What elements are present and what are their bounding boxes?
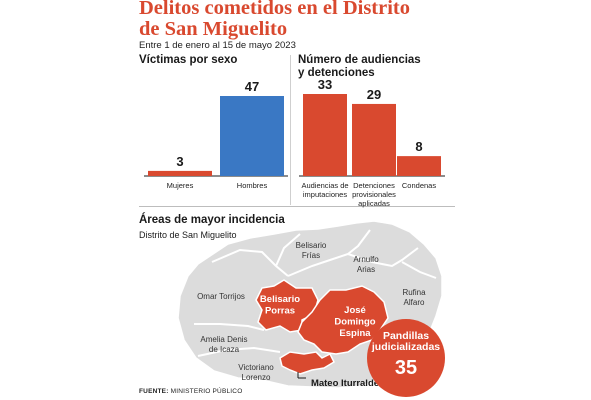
belisario-frias-label-0: Belisario bbox=[296, 241, 327, 250]
hearings-value-label-0: 33 bbox=[318, 77, 332, 92]
mateo-iturralde-label-0: Mateo Iturralde bbox=[311, 378, 379, 389]
highlighted-areas bbox=[255, 279, 389, 379]
page-title: Delitos cometidos en el Distrito de San … bbox=[139, 0, 469, 40]
hearings-category-label-1-1: provisionales bbox=[352, 190, 396, 199]
mateo-iturralde-area bbox=[279, 351, 335, 375]
victims-value-label-1: 47 bbox=[245, 79, 259, 94]
victims-chart-title: Víctimas por sexo bbox=[139, 54, 238, 66]
map-subtitle: Distrito de San Miguelito bbox=[139, 230, 237, 240]
date-range-subtitle: Entre 1 de enero al 15 de mayo 2023 bbox=[139, 40, 296, 51]
section-divider bbox=[139, 206, 455, 207]
victims-value-label-0: 3 bbox=[176, 154, 183, 169]
district-borders bbox=[194, 229, 437, 357]
belisario-frias-label-1: Frías bbox=[302, 251, 320, 260]
rufina-alfaro-label-0: Rufina bbox=[402, 288, 426, 297]
victims-bar-0 bbox=[148, 170, 212, 176]
source-label: FUENTE: bbox=[139, 388, 169, 395]
callout-circle bbox=[367, 319, 445, 397]
hearings-title-line-1: Número de audiencias bbox=[298, 54, 421, 66]
chart-divider bbox=[290, 55, 291, 205]
hearings-category-label-2-0: Condenas bbox=[402, 181, 436, 190]
victims-category-label-0-0: Mujeres bbox=[167, 181, 194, 190]
amelia-denis-de-icaza-label-1: de Icaza bbox=[209, 345, 240, 354]
source-value: MINISTERIO PÚBLICO bbox=[170, 388, 243, 395]
jose-domingo-espina-label-0: José bbox=[344, 305, 366, 316]
belisario-porras-label-1: Porras bbox=[265, 306, 295, 317]
jose-domingo-espina-label-2: Espina bbox=[339, 328, 371, 339]
jose-domingo-espina-area bbox=[297, 285, 389, 355]
gang-callout bbox=[367, 319, 445, 397]
victims-bar-1 bbox=[220, 96, 284, 176]
hearings-category-label-0-1: imputaciones bbox=[303, 190, 347, 199]
hearings-category-label-1-2: aplicadas bbox=[358, 199, 390, 208]
hearings-value-label-2: 8 bbox=[415, 139, 422, 154]
gang-callout-label: Pandillas judicializadas bbox=[370, 331, 442, 353]
map-title: Áreas de mayor incidencia bbox=[139, 214, 285, 226]
victoriano-lorenzo-label-1: Lorenzo bbox=[242, 373, 271, 382]
callout-line-2: judicializadas bbox=[371, 341, 441, 353]
amelia-denis-de-icaza-label-0: Amelia Denis bbox=[200, 335, 247, 344]
hearings-title-line-2: y detenciones bbox=[298, 66, 375, 79]
hearings-bar-2 bbox=[397, 156, 441, 176]
hearings-value-label-1: 29 bbox=[367, 87, 381, 102]
callout-line-1: Pandillas bbox=[382, 330, 430, 342]
hearings-chart-title: Número de audiencias y detenciones bbox=[298, 54, 421, 79]
arnulfo-arias-label-0: Arnulfo bbox=[353, 255, 379, 264]
victoriano-lorenzo-label-0: Victoriano bbox=[238, 363, 274, 372]
hearings-category-label-1-0: Detenciones bbox=[353, 181, 395, 190]
jose-domingo-espina-label-1: Domingo bbox=[334, 317, 375, 328]
hearings-category-label-0-0: Audiencias de bbox=[301, 181, 348, 190]
title-line-1: Delitos cometidos en el Distrito bbox=[139, 0, 410, 19]
hearings-bar-0 bbox=[303, 94, 347, 176]
hearings-bar-1 bbox=[352, 103, 396, 176]
rufina-alfaro-label-1: Alfaro bbox=[404, 298, 425, 307]
gang-callout-value: 35 bbox=[394, 357, 418, 379]
belisario-porras-label-0: Belisario bbox=[260, 294, 300, 305]
title-line-2: de San Miguelito bbox=[139, 18, 288, 40]
arnulfo-arias-label-1: Arias bbox=[357, 265, 375, 274]
omar-torrijos-label-0: Omar Torrijos bbox=[197, 292, 245, 301]
source-note: FUENTE: MINISTERIO PÚBLICO bbox=[139, 388, 242, 395]
victims-category-label-1-0: Hombres bbox=[237, 181, 268, 190]
